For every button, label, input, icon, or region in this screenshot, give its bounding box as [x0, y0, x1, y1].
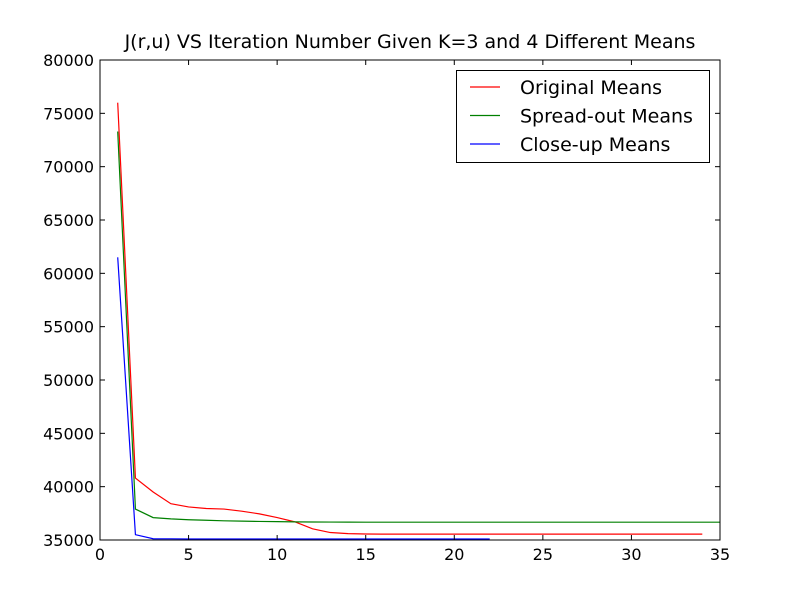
series-line-1 — [117, 102, 703, 535]
x-axis-ticks: 0 5 10 15 20 25 30 35 — [95, 60, 730, 564]
y-tick-label: 70000 — [43, 158, 94, 177]
x-tick-label: 0 — [95, 545, 105, 564]
y-tick-label: 45000 — [43, 424, 94, 443]
x-tick-label: 35 — [710, 545, 730, 564]
series-line-2 — [117, 131, 720, 523]
y-tick-label: 35000 — [43, 531, 94, 550]
y-tick-label: 50000 — [43, 371, 94, 390]
chart-title: J(r,u) VS Iteration Number Given K=3 and… — [124, 31, 696, 53]
legend-label-1: Original Means — [520, 77, 662, 99]
legend-box — [456, 70, 710, 163]
x-tick-label: 5 — [183, 545, 193, 564]
legend-label-2: Spread-out Means — [520, 106, 693, 128]
y-tick-label: 65000 — [43, 211, 94, 230]
plot-frame — [99, 59, 721, 541]
x-tick-label: 20 — [444, 545, 464, 564]
y-tick-label: 75000 — [43, 104, 94, 123]
plot-lines — [117, 102, 720, 540]
y-tick-label: 80000 — [43, 51, 94, 70]
series-line-3 — [117, 257, 490, 540]
x-tick-label: 15 — [356, 545, 376, 564]
y-tick-label: 55000 — [43, 318, 94, 337]
y-tick-label: 40000 — [43, 478, 94, 497]
x-tick-label: 30 — [621, 545, 641, 564]
x-tick-label: 10 — [267, 545, 287, 564]
legend: Original Means Spread-out Means Close-up M… — [456, 70, 710, 163]
y-tick-label: 60000 — [43, 264, 94, 283]
y-axis-ticks: 35000 40000 45000 50000 55000 60000 65000 70000… — [43, 51, 720, 550]
x-tick-label: 25 — [533, 545, 553, 564]
legend-label-3: Close-up Means — [520, 134, 670, 156]
